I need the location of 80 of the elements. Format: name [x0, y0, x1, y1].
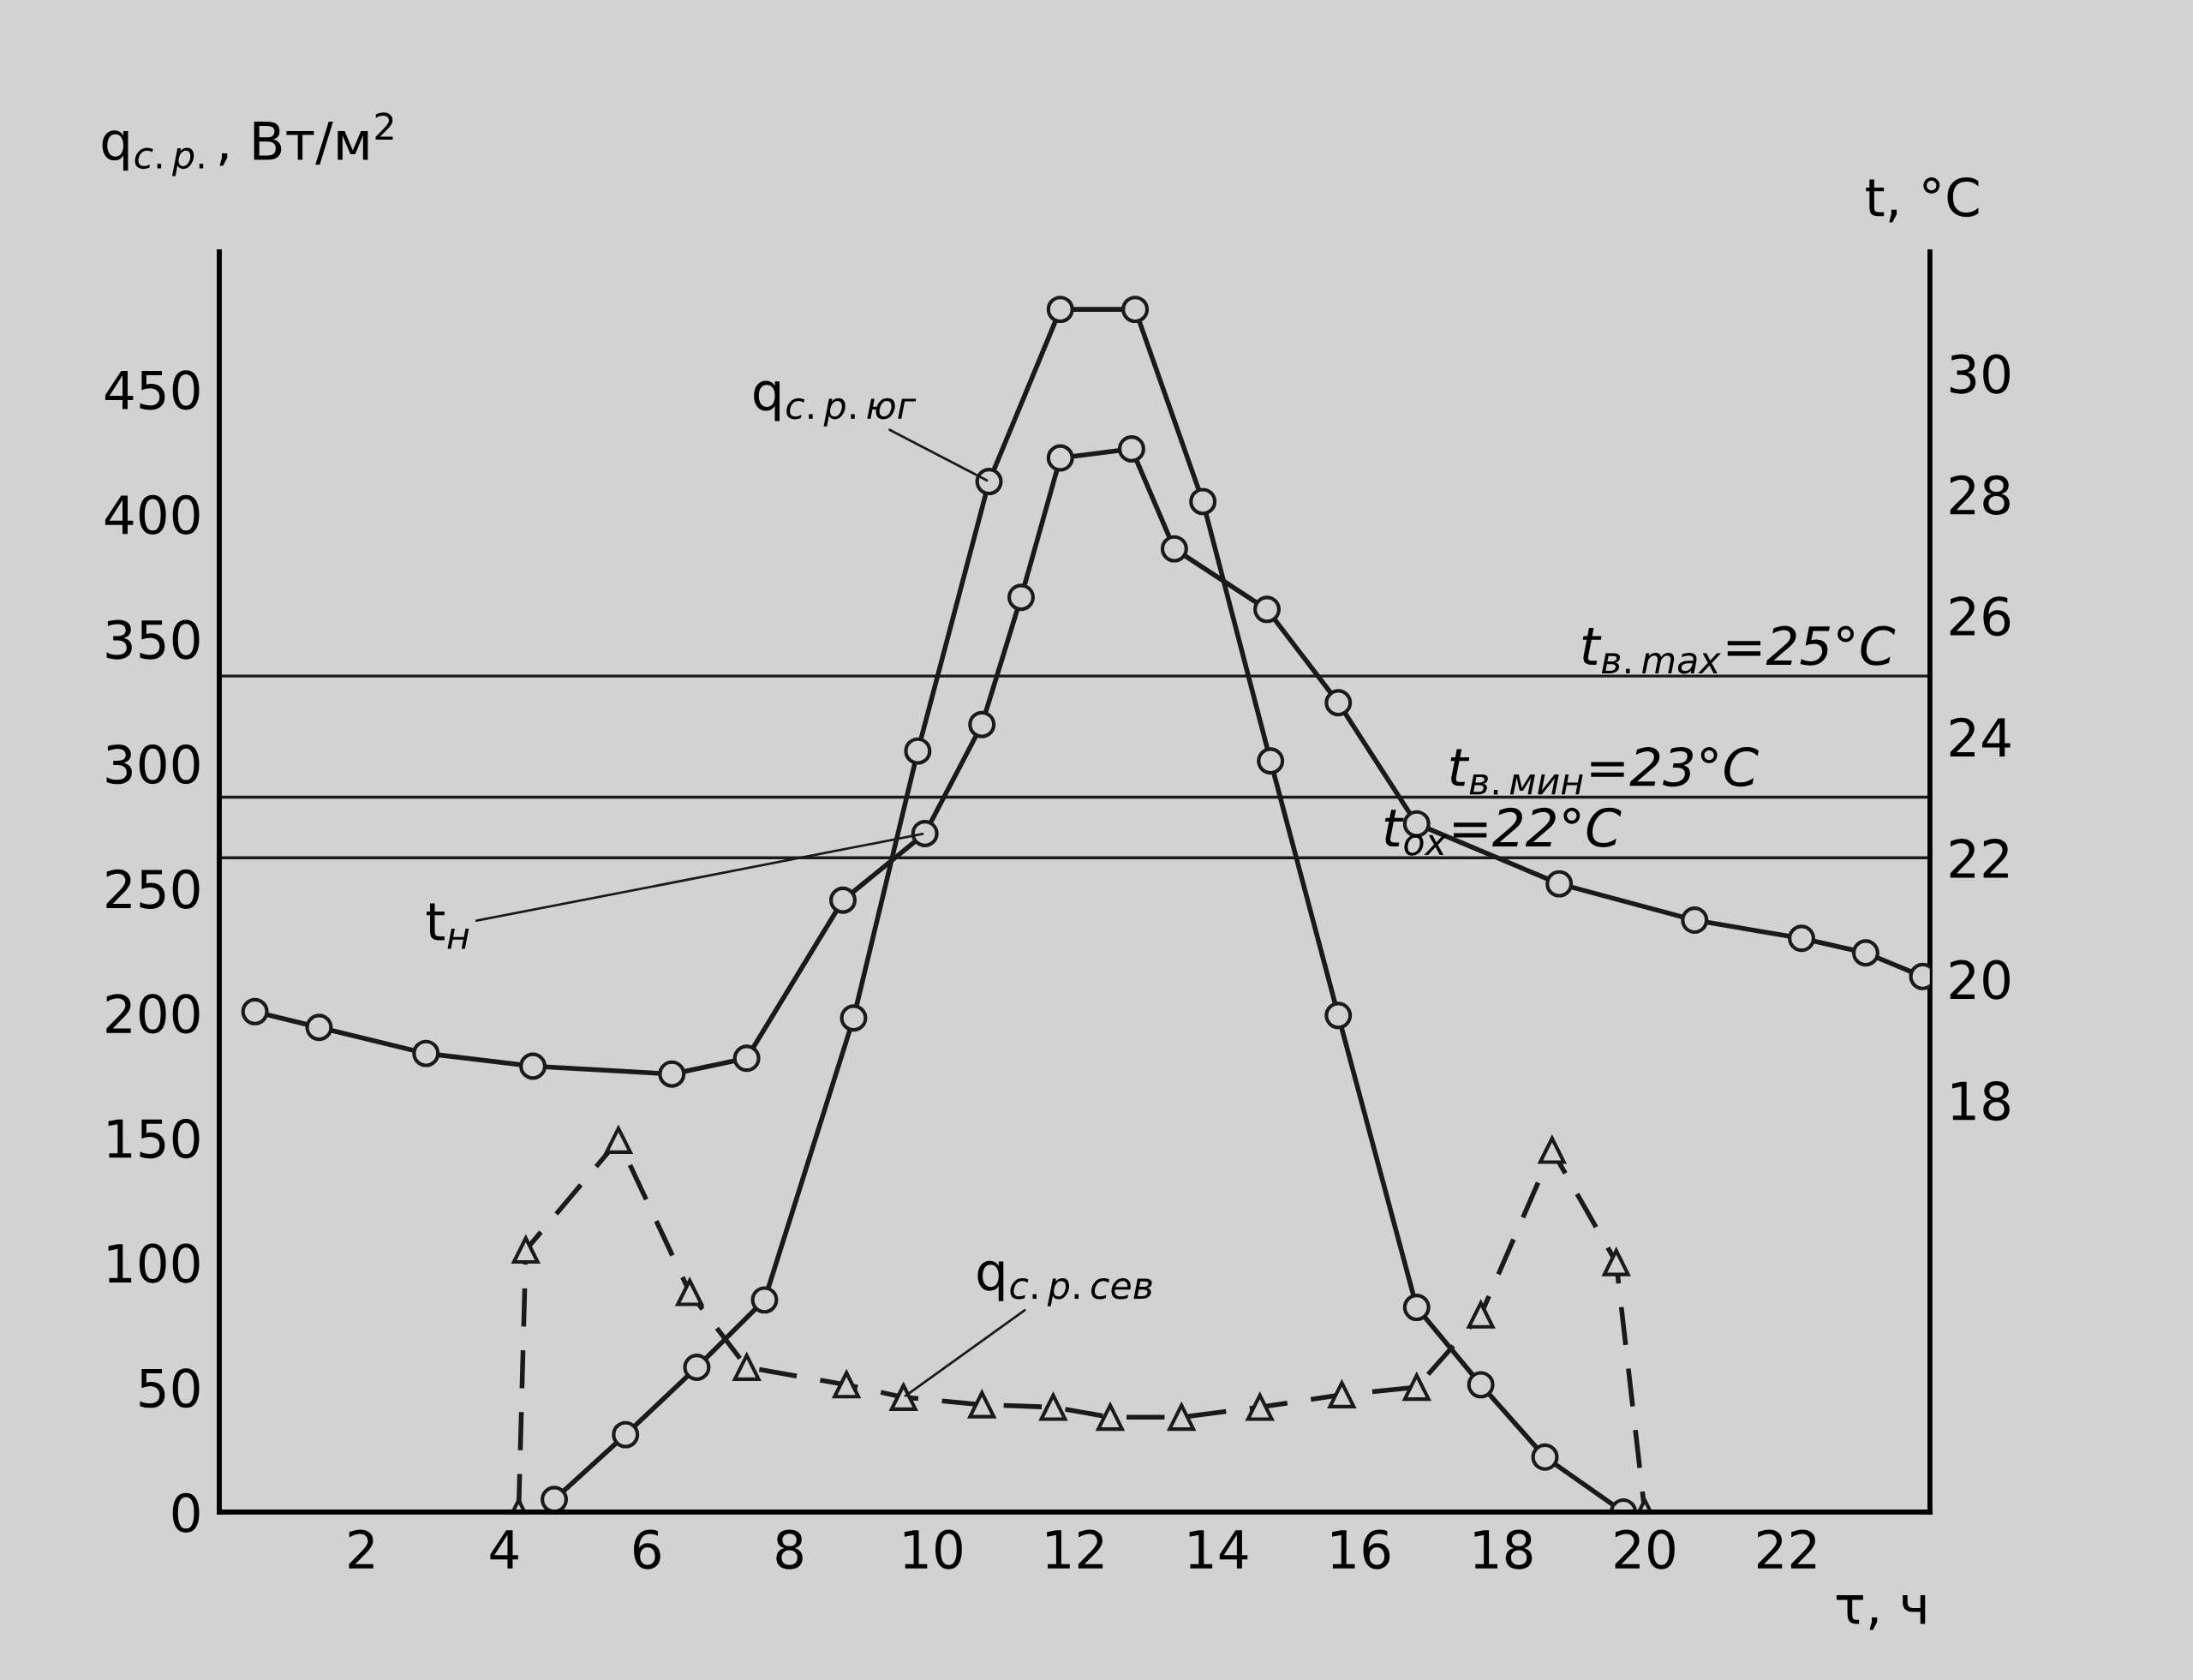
- point: [750, 1286, 779, 1314]
- point: [1537, 1134, 1567, 1164]
- ref-line-label: t$_{в.мин}$=23°C: [1450, 746, 1759, 795]
- y-tick-label: 400: [105, 494, 200, 535]
- x-tick-label: 12: [1047, 1529, 1103, 1569]
- point: [1117, 434, 1145, 463]
- point: [1467, 1371, 1495, 1399]
- point: [1121, 296, 1150, 324]
- y2-tick-label: 20: [1950, 960, 2010, 1000]
- point: [1189, 487, 1217, 516]
- series-label: t$_{н}$: [426, 903, 469, 949]
- series-label: q$_{с.р.сев}$: [977, 1260, 1152, 1306]
- x-tick-label: 8: [776, 1529, 803, 1569]
- point: [1046, 296, 1074, 324]
- point: [658, 1060, 686, 1088]
- y-tick-label: 350: [106, 619, 200, 660]
- point: [829, 886, 857, 914]
- y2-tick-label: 26: [1950, 596, 2011, 637]
- y-tick-label: 300: [106, 744, 200, 785]
- point: [975, 468, 1003, 496]
- y2-tick-label: 28: [1950, 475, 2010, 516]
- y2-axis-title: t, °C: [1866, 176, 1979, 223]
- y2-tick-label: 22: [1950, 839, 2008, 878]
- point: [888, 1381, 918, 1411]
- point: [1245, 1391, 1275, 1421]
- x-axis-title: τ, ч: [1837, 1595, 1926, 1630]
- series-label: q$_{с.р.юг}$: [754, 380, 917, 427]
- x-tick-label: 14: [1189, 1530, 1248, 1569]
- point: [1007, 583, 1035, 612]
- y-tick-label: 50: [140, 1368, 200, 1408]
- y-tick-label: 450: [105, 370, 200, 410]
- point: [1681, 906, 1709, 935]
- point: [603, 1124, 633, 1154]
- point: [305, 1013, 333, 1042]
- x-tick-label: 16: [1332, 1529, 1390, 1569]
- x-tick-label: 18: [1474, 1529, 1533, 1569]
- point: [1788, 924, 1816, 953]
- x-tick-label: 20: [1615, 1529, 1675, 1569]
- y2-tick-label: 30: [1950, 354, 2010, 394]
- y-tick-label: 100: [108, 1243, 200, 1283]
- point: [1601, 1247, 1631, 1276]
- point: [840, 1004, 868, 1032]
- y2-tick-label: 18: [1951, 1080, 2010, 1121]
- x-tick-label: 22: [1758, 1529, 1816, 1569]
- ref-line-label: t$_{ох}$=22°C: [1384, 807, 1622, 856]
- x-tick-label: 2: [349, 1529, 373, 1569]
- y-tick-label: 0: [172, 1492, 200, 1533]
- point: [732, 1044, 761, 1073]
- point: [1324, 689, 1353, 717]
- point: [904, 737, 932, 765]
- point: [1160, 535, 1188, 563]
- y2-tick-label: 24: [1950, 717, 2011, 757]
- point: [968, 710, 996, 738]
- point: [1851, 939, 1879, 967]
- point: [967, 1389, 997, 1419]
- point: [412, 1039, 440, 1067]
- point: [911, 819, 939, 847]
- x-tick-label: 10: [904, 1529, 962, 1569]
- y-tick-label: 150: [108, 1118, 200, 1159]
- point: [675, 1276, 705, 1306]
- point: [612, 1420, 640, 1449]
- point: [1257, 747, 1285, 775]
- point: [1046, 444, 1074, 472]
- ref-line-label: t$_{в.max}$=25°C: [1582, 625, 1896, 674]
- point: [1531, 1443, 1559, 1471]
- point: [541, 1486, 569, 1512]
- point: [1545, 870, 1574, 898]
- point: [1253, 595, 1282, 624]
- y-tick-label: 200: [106, 994, 200, 1034]
- point: [1466, 1299, 1496, 1329]
- y-axis-title: q$_{с.р.}$, Вт/м$^{2}$: [102, 112, 393, 176]
- point: [1402, 1294, 1431, 1322]
- point: [241, 997, 269, 1025]
- point: [519, 1052, 547, 1080]
- point: [1324, 1001, 1353, 1030]
- x-tick-label: 6: [634, 1529, 660, 1569]
- x-tick-label: 4: [490, 1530, 518, 1569]
- point: [1038, 1391, 1068, 1421]
- point: [683, 1354, 711, 1381]
- y-tick-label: 250: [106, 869, 200, 909]
